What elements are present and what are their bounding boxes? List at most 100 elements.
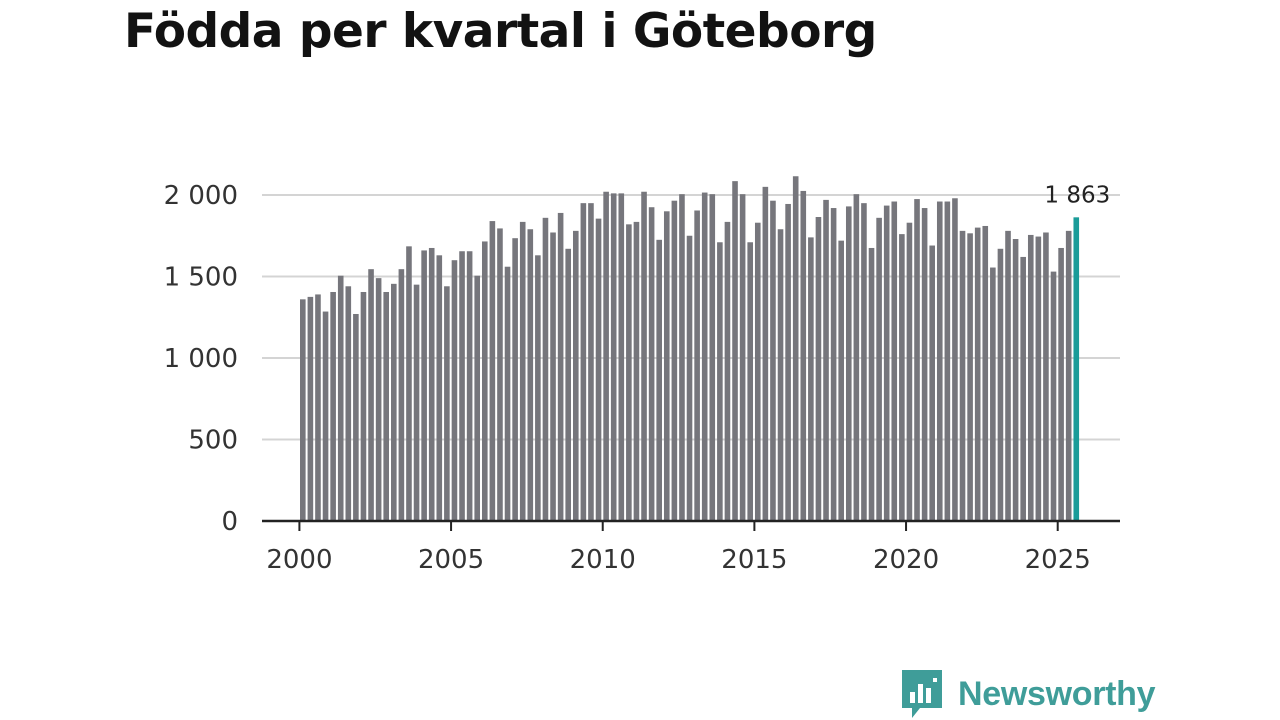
bar — [307, 296, 314, 522]
bar — [535, 255, 541, 521]
bar — [899, 234, 905, 521]
bar — [489, 221, 496, 521]
bar — [944, 201, 951, 521]
bar — [914, 199, 920, 521]
bar — [861, 203, 867, 521]
bar — [663, 211, 670, 522]
bar — [603, 191, 609, 522]
bar-highlight — [1073, 217, 1080, 521]
y-axis-labels: 0 500 1 000 1 500 2 000 — [164, 181, 238, 537]
bar — [656, 239, 662, 521]
bar — [300, 299, 306, 521]
bar — [330, 291, 336, 521]
bar — [694, 210, 700, 522]
y-tick-label: 500 — [188, 426, 238, 456]
brand-logo: Newsworthy — [902, 670, 1156, 718]
data-labels: 1 863 — [1044, 182, 1110, 208]
bar — [633, 221, 640, 521]
bar — [959, 230, 966, 522]
x-tick-label: 2020 — [873, 545, 939, 575]
bar — [686, 235, 693, 521]
bar — [709, 194, 716, 521]
bar — [1012, 239, 1019, 521]
bar — [1027, 234, 1034, 521]
bar — [936, 201, 943, 521]
bar — [436, 255, 443, 521]
bar — [792, 176, 799, 521]
bar — [459, 251, 465, 522]
bar — [481, 241, 488, 521]
bar — [353, 313, 359, 521]
brand-name: Newsworthy — [958, 674, 1156, 713]
bar — [785, 203, 791, 521]
bar — [929, 245, 935, 521]
newsworthy-logo-icon — [902, 670, 942, 718]
bar — [413, 284, 420, 521]
bar — [747, 242, 753, 521]
bar — [527, 229, 534, 522]
bar — [701, 192, 708, 521]
y-tick-label: 0 — [221, 507, 238, 537]
bar — [717, 242, 723, 521]
bar — [997, 248, 1004, 522]
bar — [732, 181, 738, 521]
bar — [724, 221, 731, 521]
bar — [883, 205, 890, 521]
bar — [876, 217, 882, 521]
bar — [838, 240, 844, 521]
y-tick-label: 2 000 — [164, 181, 238, 211]
bar — [1005, 230, 1011, 522]
bar — [588, 203, 594, 521]
bar — [1058, 247, 1064, 521]
bar — [648, 207, 655, 521]
bar — [391, 283, 397, 521]
bar — [868, 247, 875, 521]
bar — [641, 191, 647, 522]
x-tick-label: 2010 — [570, 545, 636, 575]
bar — [428, 247, 435, 521]
bar — [595, 218, 602, 521]
bar — [679, 194, 685, 521]
bar — [580, 203, 587, 521]
bar — [398, 269, 405, 521]
bar — [572, 230, 579, 522]
chart-title: Födda per kvartal i Göteborg — [124, 4, 877, 59]
bar — [800, 190, 807, 521]
bar — [504, 266, 511, 521]
bar — [375, 278, 382, 521]
bar — [557, 212, 564, 521]
bar — [519, 221, 526, 521]
bar — [610, 193, 617, 521]
bar — [406, 246, 412, 521]
bar — [891, 201, 898, 521]
bar — [626, 224, 632, 521]
bar — [845, 206, 852, 521]
x-tick-label: 2025 — [1025, 545, 1091, 575]
bar — [466, 251, 473, 522]
bar — [444, 286, 450, 521]
x-tick-label: 2000 — [266, 545, 332, 575]
bar — [762, 186, 769, 521]
bar — [990, 267, 996, 521]
bar — [974, 227, 981, 521]
last-value-label: 1 863 — [1044, 182, 1110, 208]
x-tick-label: 2015 — [721, 545, 787, 575]
bar — [542, 217, 549, 521]
y-tick-label: 1 500 — [164, 263, 238, 293]
bar — [982, 225, 989, 521]
bar — [565, 248, 572, 522]
bar — [671, 200, 678, 521]
bar — [739, 194, 746, 521]
bar — [550, 232, 556, 522]
x-axis-ticks: 2000 2005 2010 2015 2020 2025 — [266, 521, 1091, 575]
bar — [921, 208, 928, 522]
bar — [830, 208, 837, 522]
bar — [815, 217, 822, 521]
bars — [300, 176, 1080, 522]
bar — [618, 193, 625, 521]
bar — [1035, 236, 1042, 521]
bar — [853, 194, 860, 521]
bar — [770, 200, 776, 521]
x-tick-label: 2005 — [418, 545, 484, 575]
